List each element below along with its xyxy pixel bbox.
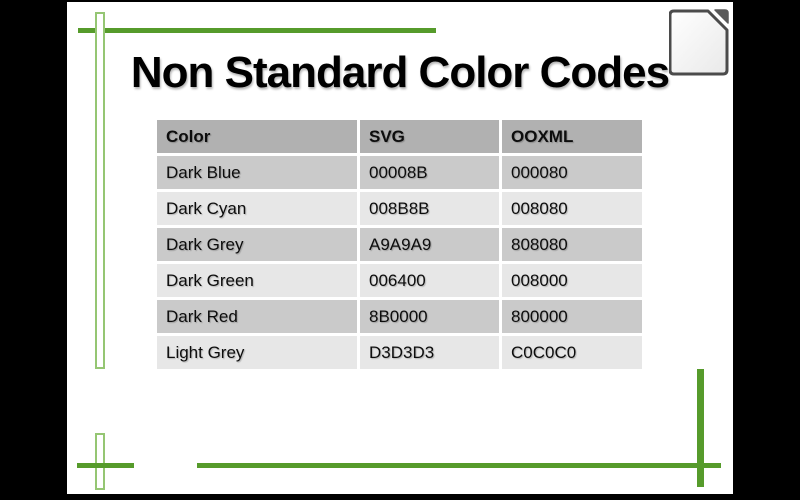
table-cell-svg-code: 006400 <box>360 264 499 297</box>
decoration-bottom-left-outline-rectangle <box>95 433 105 490</box>
letterbox-right <box>733 0 800 500</box>
table-cell-svg-code: 008B8B <box>360 192 499 225</box>
libreoffice-page-icon <box>669 9 729 76</box>
color-codes-table: Color SVG OOXML Dark Blue 00008B 000080 … <box>157 120 642 369</box>
table-cell-color-name: Light Grey <box>157 336 357 369</box>
table-cell-color-name: Dark Grey <box>157 228 357 261</box>
table-header-color: Color <box>157 120 357 153</box>
table-cell-color-name: Dark Green <box>157 264 357 297</box>
slide-title: Non Standard Color Codes <box>130 48 670 97</box>
table-cell-svg-code: D3D3D3 <box>360 336 499 369</box>
table-cell-ooxml-code: 008080 <box>502 192 642 225</box>
table-cell-color-name: Dark Red <box>157 300 357 333</box>
letterbox-left <box>0 0 67 500</box>
decoration-bottom-right-vertical-bar <box>697 369 704 487</box>
table-cell-svg-code: 8B0000 <box>360 300 499 333</box>
letterbox-bottom <box>0 494 800 500</box>
table-cell-ooxml-code: 800000 <box>502 300 642 333</box>
table-header-svg: SVG <box>360 120 499 153</box>
decoration-top-horizontal-line <box>78 28 436 33</box>
letterbox-top <box>0 0 800 2</box>
table-cell-ooxml-code: 808080 <box>502 228 642 261</box>
table-cell-ooxml-code: 000080 <box>502 156 642 189</box>
table-cell-svg-code: A9A9A9 <box>360 228 499 261</box>
table-cell-svg-code: 00008B <box>360 156 499 189</box>
decoration-bottom-left-short-line <box>77 463 134 468</box>
table-header-ooxml: OOXML <box>502 120 642 153</box>
table-cell-color-name: Dark Cyan <box>157 192 357 225</box>
table-cell-color-name: Dark Blue <box>157 156 357 189</box>
table-cell-ooxml-code: C0C0C0 <box>502 336 642 369</box>
decoration-tall-outline-rectangle <box>95 12 105 369</box>
table-cell-ooxml-code: 008000 <box>502 264 642 297</box>
decoration-bottom-long-line <box>197 463 721 468</box>
